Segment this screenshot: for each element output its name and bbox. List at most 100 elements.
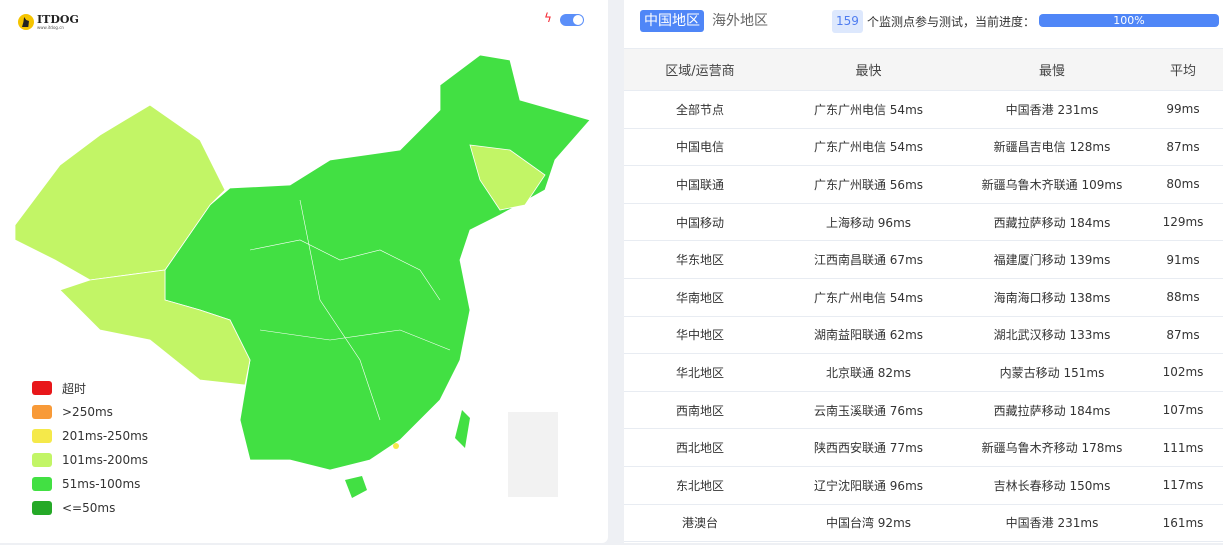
cell-region: 中国联通	[624, 165, 776, 204]
legend-item[interactable]: <=50ms	[32, 496, 148, 520]
col-header-slowest: 最慢	[961, 48, 1143, 91]
region-tibet[interactable]	[59, 269, 251, 386]
region-hongkong[interactable]	[393, 443, 399, 449]
region-tabs: 中国地区 海外地区	[640, 10, 772, 32]
table-row: 全部节点 广东广州电信 54ms 中国香港 231ms 99ms	[624, 90, 1223, 129]
region-xinjiang[interactable]	[14, 104, 226, 281]
cell-slowest: 中国香港 231ms	[961, 90, 1143, 129]
legend-label: 超时	[62, 381, 87, 396]
cell-region: 港澳台	[624, 504, 776, 543]
legend-label: 201ms-250ms	[62, 429, 149, 443]
legend-swatch	[32, 429, 52, 443]
table-row: 西南地区 云南玉溪联通 76ms 西藏拉萨移动 184ms 107ms	[624, 391, 1223, 430]
cell-region: 华中地区	[624, 316, 776, 355]
cell-average: 87ms	[1143, 128, 1223, 167]
table-row: 华北地区 北京联通 82ms 内蒙古移动 151ms 102ms	[624, 353, 1223, 392]
cell-fastest: 湖南益阳联通 62ms	[776, 316, 961, 355]
table-row: 华东地区 江西南昌联通 67ms 福建厦门移动 139ms 91ms	[624, 240, 1223, 279]
legend-swatch	[32, 501, 52, 515]
legend-item[interactable]: >250ms	[32, 400, 148, 424]
cell-average: 88ms	[1143, 278, 1223, 317]
cell-region: 西北地区	[624, 428, 776, 467]
cell-slowest: 海南海口移动 138ms	[961, 278, 1143, 317]
cell-region: 华东地区	[624, 240, 776, 279]
region-main[interactable]	[164, 54, 591, 471]
cell-slowest: 新疆乌鲁木齐移动 178ms	[961, 428, 1143, 467]
progress-bar: 100%	[1039, 14, 1219, 27]
cell-slowest: 吉林长春移动 150ms	[961, 466, 1143, 505]
map-toggle[interactable]	[560, 14, 584, 26]
cell-average: 161ms	[1143, 504, 1223, 543]
table-row: 西北地区 陕西西安联通 77ms 新疆乌鲁木齐移动 178ms 111ms	[624, 428, 1223, 467]
cell-fastest: 上海移动 96ms	[776, 203, 961, 242]
cell-average: 87ms	[1143, 316, 1223, 355]
region-hainan[interactable]	[345, 476, 367, 498]
cell-fastest: 江西南昌联通 67ms	[776, 240, 961, 279]
region-jilin[interactable]	[469, 144, 546, 211]
cell-average: 102ms	[1143, 353, 1223, 392]
south-sea-inset	[508, 412, 558, 497]
progress-label: 个监测点参与测试，当前进度：	[867, 15, 1036, 29]
legend-swatch	[32, 477, 52, 491]
cell-fastest: 中国台湾 92ms	[776, 504, 961, 543]
col-header-average: 平均	[1143, 48, 1223, 91]
table-row: 港澳台 中国台湾 92ms 中国香港 231ms 161ms	[624, 504, 1223, 543]
latency-table: 区域/运营商 最快 最慢 平均 全部节点 广东广州电信 54ms 中国香港 231m…	[624, 48, 1223, 543]
legend-swatch	[32, 381, 52, 395]
itdog-logo: ITDOG www.itdog.cn	[18, 14, 79, 30]
lightning-icon: ϟ	[544, 11, 552, 25]
cell-average: 107ms	[1143, 391, 1223, 430]
tab-overseas[interactable]: 海外地区	[712, 13, 768, 29]
legend-item[interactable]: 201ms-250ms	[32, 424, 148, 448]
legend-swatch	[32, 405, 52, 419]
cell-average: 80ms	[1143, 165, 1223, 204]
node-count-badge: 159	[832, 10, 863, 33]
map-panel: ITDOG www.itdog.cn ϟ 超时 >250ms 201ms-250ms 1…	[0, 0, 608, 543]
logo-url: www.itdog.cn	[37, 24, 64, 30]
china-latency-map	[14, 54, 591, 498]
result-panel: 中国地区 海外地区 159 个监测点参与测试，当前进度： 100% 区域/运营商…	[624, 0, 1223, 543]
cell-average: 117ms	[1143, 466, 1223, 505]
cell-average: 129ms	[1143, 203, 1223, 242]
logo-text: ITDOG	[37, 12, 79, 26]
cell-average: 99ms	[1143, 90, 1223, 129]
map-legend: 超时 >250ms 201ms-250ms 101ms-200ms 51ms-100ms…	[32, 376, 148, 520]
cell-slowest: 西藏拉萨移动 184ms	[961, 203, 1143, 242]
cell-fastest: 广东广州电信 54ms	[776, 128, 961, 167]
table-row: 中国电信 广东广州电信 54ms 新疆昌吉电信 128ms 87ms	[624, 128, 1223, 167]
cell-fastest: 云南玉溪联通 76ms	[776, 391, 961, 430]
table-row: 东北地区 辽宁沈阳联通 96ms 吉林长春移动 150ms 117ms	[624, 466, 1223, 505]
cell-region: 中国移动	[624, 203, 776, 242]
legend-label: 51ms-100ms	[62, 477, 141, 491]
table-row: 中国移动 上海移动 96ms 西藏拉萨移动 184ms 129ms	[624, 203, 1223, 242]
cell-fastest: 广东广州电信 54ms	[776, 90, 961, 129]
cell-fastest: 北京联通 82ms	[776, 353, 961, 392]
legend-item[interactable]: 51ms-100ms	[32, 472, 148, 496]
legend-label: <=50ms	[62, 501, 116, 515]
cell-fastest: 广东广州联通 56ms	[776, 165, 961, 204]
legend-item[interactable]: 101ms-200ms	[32, 448, 148, 472]
legend-swatch	[32, 453, 52, 467]
cell-region: 华北地区	[624, 353, 776, 392]
dog-icon	[18, 14, 34, 30]
progress-fill: 100%	[1039, 14, 1219, 27]
cell-region: 全部节点	[624, 90, 776, 129]
cell-region: 华南地区	[624, 278, 776, 317]
cell-region: 东北地区	[624, 466, 776, 505]
cell-slowest: 内蒙古移动 151ms	[961, 353, 1143, 392]
cell-slowest: 新疆乌鲁木齐联通 109ms	[961, 165, 1143, 204]
region-taiwan[interactable]	[455, 410, 470, 448]
cell-fastest: 陕西西安联通 77ms	[776, 428, 961, 467]
table-row: 华南地区 广东广州电信 54ms 海南海口移动 138ms 88ms	[624, 278, 1223, 317]
col-header-fastest: 最快	[776, 48, 961, 91]
legend-item[interactable]: 超时	[32, 376, 148, 400]
col-header-region: 区域/运营商	[624, 48, 776, 91]
cell-average: 111ms	[1143, 428, 1223, 467]
cell-slowest: 湖北武汉移动 133ms	[961, 316, 1143, 355]
legend-label: >250ms	[62, 405, 113, 419]
cell-fastest: 辽宁沈阳联通 96ms	[776, 466, 961, 505]
cell-region: 西南地区	[624, 391, 776, 430]
tab-china[interactable]: 中国地区	[640, 10, 704, 32]
cell-average: 91ms	[1143, 240, 1223, 279]
cell-slowest: 中国香港 231ms	[961, 504, 1143, 543]
